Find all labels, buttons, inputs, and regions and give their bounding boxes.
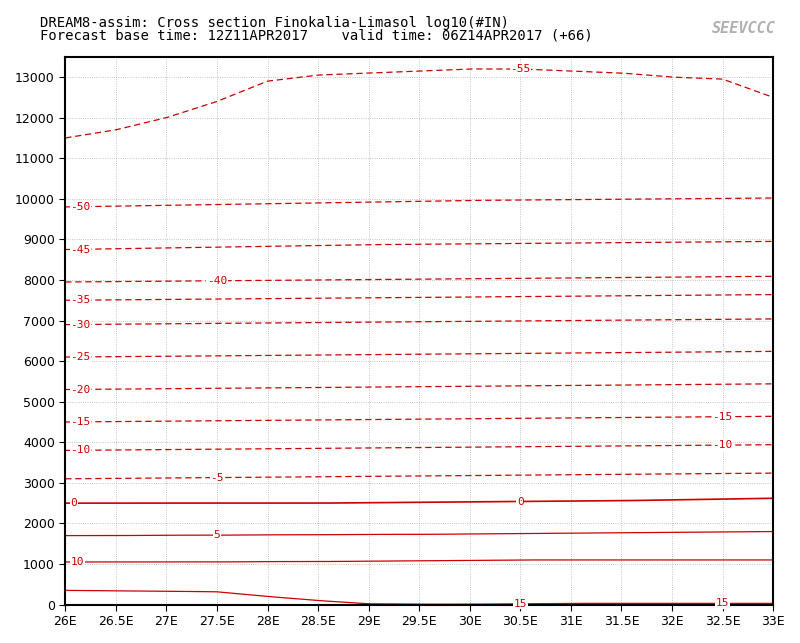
Text: -55: -55 <box>510 64 530 74</box>
Text: -30: -30 <box>70 320 90 330</box>
Text: 15: 15 <box>514 599 527 609</box>
Text: -25: -25 <box>70 352 90 362</box>
Text: -10: -10 <box>713 440 733 450</box>
Text: -10: -10 <box>70 446 90 455</box>
Text: -35: -35 <box>70 295 90 305</box>
Text: DREAM8-assim: Cross section Finokalia-Limasol log10(#IN): DREAM8-assim: Cross section Finokalia-Li… <box>40 16 509 30</box>
Text: 15: 15 <box>716 599 730 608</box>
Text: -45: -45 <box>70 244 90 255</box>
Text: 10: 10 <box>70 557 84 567</box>
Text: 5: 5 <box>214 530 220 540</box>
Text: -15: -15 <box>70 417 90 427</box>
Text: -50: -50 <box>70 202 90 212</box>
Text: SEEVCCC: SEEVCCC <box>712 21 776 35</box>
Text: -40: -40 <box>207 276 227 285</box>
Text: 0: 0 <box>70 498 77 508</box>
Text: -20: -20 <box>70 385 90 395</box>
Text: -15: -15 <box>713 412 733 422</box>
Text: 0: 0 <box>517 496 524 507</box>
Text: -5: -5 <box>210 473 224 483</box>
Text: Forecast base time: 12Z11APR2017    valid time: 06Z14APR2017 (+66): Forecast base time: 12Z11APR2017 valid t… <box>40 29 593 43</box>
